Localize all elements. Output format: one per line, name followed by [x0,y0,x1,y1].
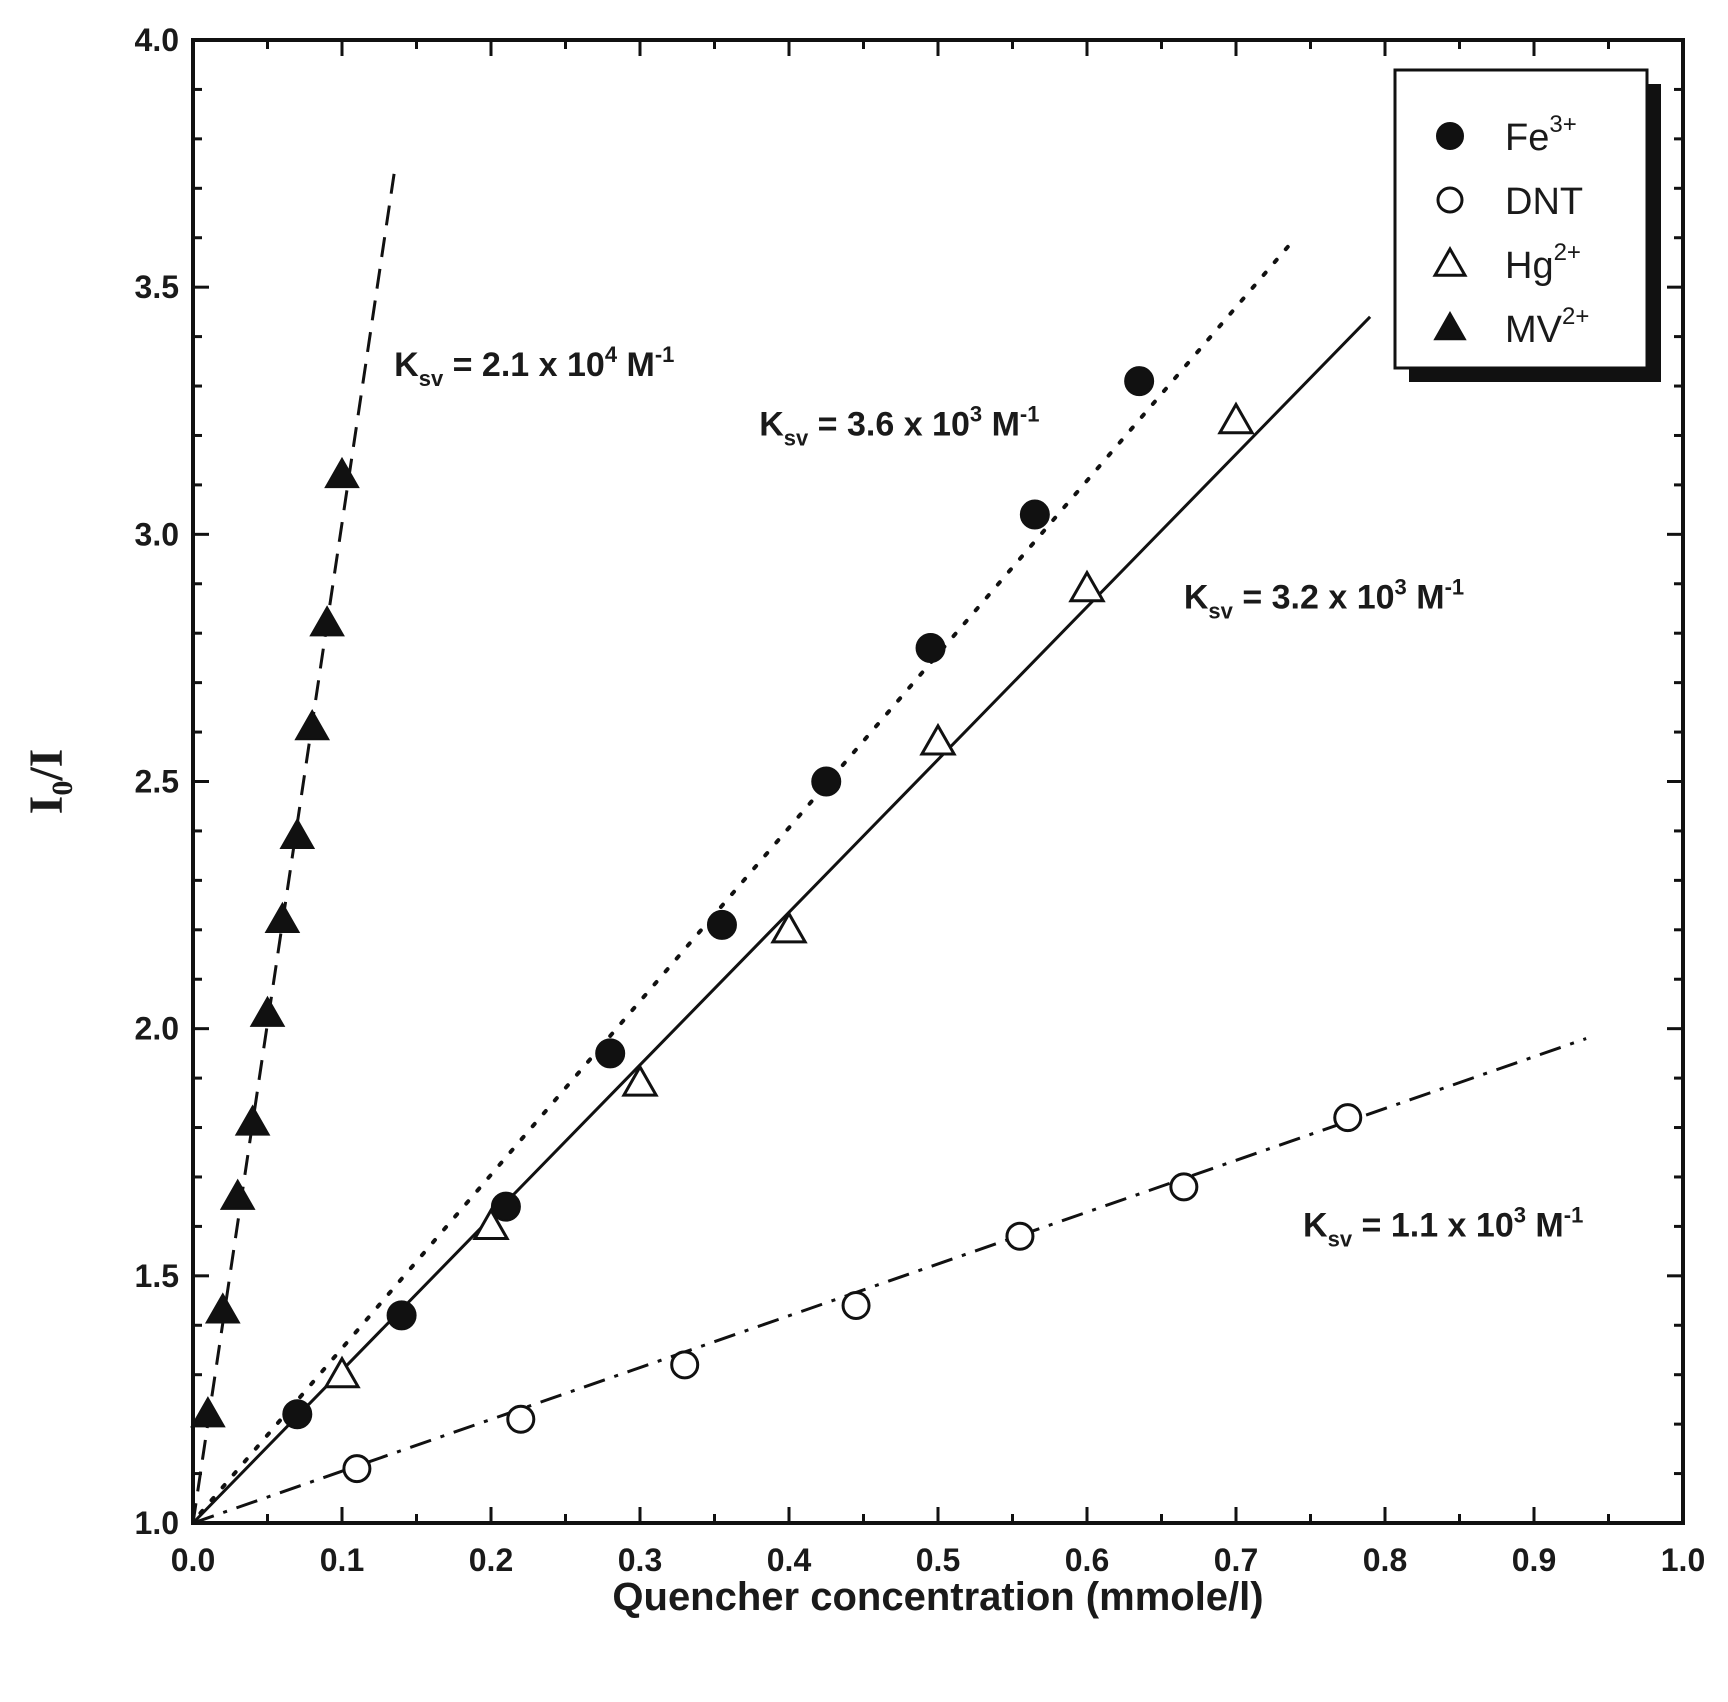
data-point-mv [294,709,331,741]
data-point-mv [249,995,286,1027]
x-tick-label: 0.2 [469,1542,513,1578]
ksv-annotation: Ksv = 3.6 x 103 M-1 [759,401,1039,450]
data-point-mv [219,1178,256,1210]
x-tick-label: 0.0 [171,1542,215,1578]
x-axis-title: Quencher concentration (mmole/l) [612,1575,1263,1619]
y-tick-label: 2.5 [135,764,179,800]
y-tick-label: 3.5 [135,269,179,305]
data-point-mv [324,456,360,489]
data-point-dnt [342,1454,372,1484]
legend-marker [1436,186,1464,214]
data-point-fe [1019,499,1050,530]
data-point-hg [919,722,957,756]
legend-box [1393,68,1649,370]
data-point-dnt [841,1290,871,1320]
ksv-annotation: Ksv = 2.1 x 104 M-1 [394,342,674,391]
ksv-annotation: Ksv = 1.1 x 103 M-1 [1303,1202,1583,1251]
x-tick-label: 0.7 [1214,1542,1258,1578]
x-tick-label: 1.0 [1661,1542,1705,1578]
y-tick-label: 1.0 [135,1505,179,1541]
y-axis-title: I0/I [20,749,79,815]
data-point-hg [1068,569,1106,603]
fit-line-fe [198,235,1298,1516]
x-tick-label: 0.9 [1512,1542,1556,1578]
data-point-dnt [506,1404,536,1434]
x-tick-label: 0.5 [916,1542,960,1578]
legend-marker [1432,246,1468,277]
data-point-mv [264,901,301,933]
legend-label: MV2+ [1505,303,1589,351]
fit-line-hg [191,315,1372,1525]
x-tick-label: 0.1 [320,1542,364,1578]
data-point-fe [706,909,737,940]
data-point-fe [490,1191,521,1222]
y-tick-label: 3.0 [135,516,179,552]
data-point-dnt [670,1350,700,1380]
x-tick-label: 0.6 [1065,1542,1109,1578]
data-point-dnt [1169,1172,1199,1202]
y-tick-label: 1.5 [135,1258,179,1294]
data-point-dnt [1333,1103,1363,1133]
data-point-fe [1124,366,1155,397]
data-point-dnt [1005,1221,1035,1251]
data-point-fe [595,1038,626,1069]
data-point-fe [811,766,842,797]
x-tick-label: 0.3 [618,1542,662,1578]
data-point-hg [323,1355,361,1389]
data-point-mv [204,1292,241,1324]
data-point-hg [621,1063,659,1097]
y-tick-label: 2.0 [135,1011,179,1047]
legend-label: DNT [1505,181,1583,223]
ksv-annotation: Ksv = 3.2 x 103 M-1 [1184,574,1464,623]
data-point-mv [279,817,316,849]
legend-label: Fe3+ [1505,111,1577,159]
x-tick-label: 0.4 [767,1542,812,1578]
legend-marker [1433,311,1467,341]
x-tick-label: 0.8 [1363,1542,1407,1578]
legend-marker [1436,122,1464,150]
data-point-hg [770,910,808,944]
legend-label: Hg2+ [1505,239,1581,287]
y-tick-label: 4.0 [135,22,179,58]
data-point-fe [915,633,946,664]
data-point-hg [1217,401,1255,435]
data-point-mv [234,1104,271,1136]
data-point-mv [190,1396,226,1428]
data-point-fe [386,1300,417,1331]
data-point-hg [472,1207,510,1240]
data-point-mv [309,605,345,637]
data-point-fe [282,1399,313,1430]
